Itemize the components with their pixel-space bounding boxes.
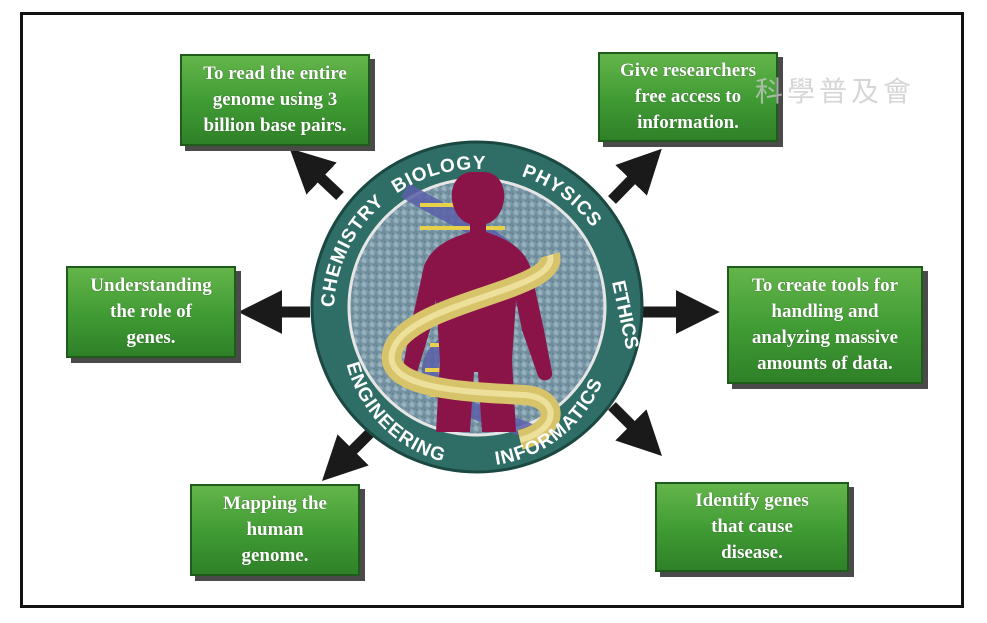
goal-text-bottom-right: Identify genes that cause disease.	[695, 490, 809, 563]
goal-box-bottom-left: Mapping the human genome.	[190, 484, 360, 576]
arrow-bottom-right	[608, 402, 663, 457]
arrow-bottom-left	[321, 429, 374, 482]
goal-text-bottom-left: Mapping the human genome.	[223, 493, 327, 566]
arrow-top-right	[608, 148, 662, 204]
watermark: 科學普及會	[755, 75, 916, 108]
goal-text-mid-right: To create tools for handling and analyzi…	[751, 275, 899, 374]
genome-seal: CHEMISTRY BIOLOGY PHYSICS ENGINEERING IN…	[310, 140, 644, 474]
goal-box-bottom-right: Identify genes that cause disease.	[655, 482, 849, 572]
arrows	[238, 148, 720, 482]
goal-text-top-left: To read the entire genome using 3 billio…	[203, 63, 347, 136]
goal-text-mid-left: Understanding the role of genes.	[90, 275, 212, 348]
goal-box-mid-left: Understanding the role of genes.	[66, 266, 236, 358]
goal-box-mid-right: To create tools for handling and analyzi…	[727, 266, 923, 384]
arrow-top-left	[289, 148, 344, 200]
goal-box-top-right: Give researchers free access to informat…	[598, 52, 778, 142]
goal-text-top-right: Give researchers free access to informat…	[620, 60, 756, 133]
goal-box-top-left: To read the entire genome using 3 billio…	[180, 54, 370, 146]
